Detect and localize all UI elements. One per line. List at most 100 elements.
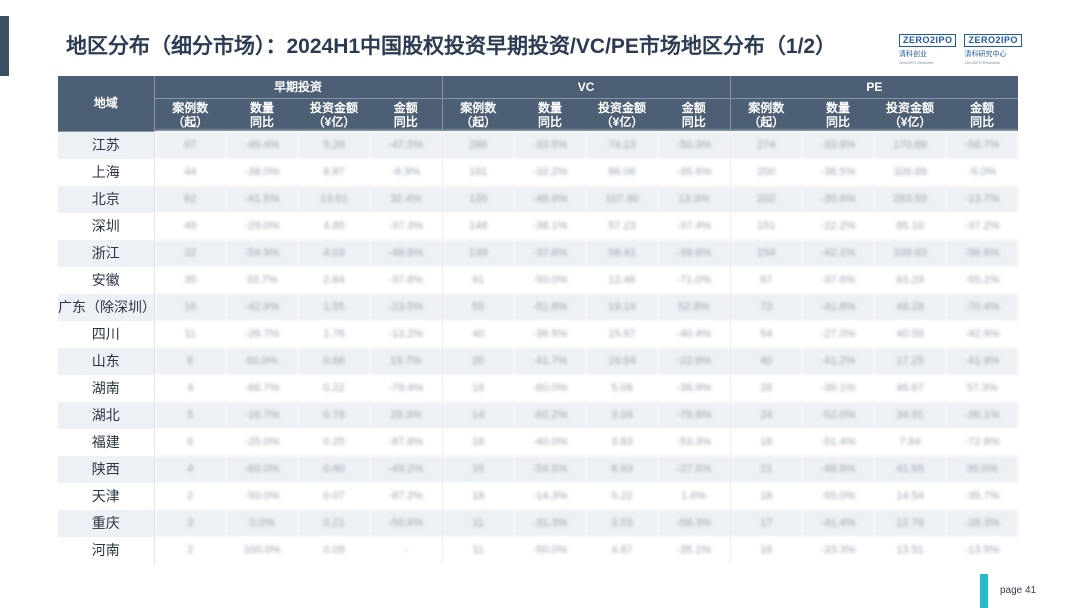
value-cell: -35.1% <box>658 536 731 564</box>
value-cell: 2.84 <box>298 266 370 294</box>
value-cell: -48.8% <box>370 239 443 267</box>
value-cell: -14.3% <box>514 482 587 510</box>
page-title: 地区分布（细分市场）：2024H1中国股权投资早期投资/VC/PE市场地区分布（… <box>66 35 837 58</box>
value-cell: 57.23 <box>586 212 659 240</box>
value-cell: 3.24 <box>586 401 659 429</box>
value-cell: 148 <box>441 212 515 240</box>
value-cell: 13.51 <box>874 536 947 564</box>
header-group-pe: PE <box>729 76 1019 99</box>
value-cell: -60.0% <box>226 455 298 483</box>
value-cell: 109.83 <box>874 239 947 267</box>
sub-header-cell: 案例数 （起） <box>441 98 515 131</box>
value-cell: 15 <box>441 455 515 483</box>
value-cell: -50.0% <box>514 536 587 564</box>
table-row: 北京 62 -41.5% 13.61 32.4% 135 -48.9% 107.90 13.3%… <box>58 185 1019 213</box>
sub-header-cell: 案例数 （起） <box>729 98 803 131</box>
value-cell: -41.4% <box>802 509 875 537</box>
logo-en-text: Zero2IPO Research <box>964 60 1001 65</box>
value-cell: 74.13 <box>586 131 659 159</box>
value-cell: 35 <box>441 347 515 375</box>
value-cell: 0.78 <box>298 401 370 429</box>
value-cell: -30.6% <box>802 185 875 213</box>
value-cell: 0.66 <box>298 347 370 375</box>
value-cell: 0.22 <box>298 374 370 402</box>
value-cell: 46.67 <box>874 374 947 402</box>
value-cell: -41.9% <box>946 347 1019 375</box>
value-cell: 283.55 <box>874 185 947 213</box>
logo-group: ZERO2IPO 清科创业 Zero2IPO Ventures ZERO2IPO… <box>898 34 1022 65</box>
value-cell: 3.83 <box>586 428 659 456</box>
table-row: 山东 8 60.0% 0.66 19.7% 35 -41.7% 16.64 -22.8% 40 -4… <box>58 347 1019 375</box>
value-cell: 16 <box>729 536 803 564</box>
value-cell: 181 <box>441 158 515 186</box>
value-cell: 1.55 <box>298 293 370 321</box>
value-cell: -50.3% <box>658 131 731 159</box>
value-cell: -39.6% <box>658 239 731 267</box>
value-cell: -51.4% <box>802 428 875 456</box>
value-cell: 16 <box>441 374 515 402</box>
logo-cn-text: 清科创业 <box>898 51 927 58</box>
value-cell: -46.4% <box>226 131 298 159</box>
value-cell: 5.09 <box>586 374 659 402</box>
value-cell: -36.9% <box>658 374 731 402</box>
value-cell: 0.25 <box>298 428 370 456</box>
page-number-accent <box>980 574 988 608</box>
value-cell: 62 <box>153 185 226 213</box>
value-cell: 86.06 <box>586 158 659 186</box>
value-cell: -37.6% <box>514 239 587 267</box>
region-cell: 湖南 <box>58 374 154 402</box>
value-cell: 4.87 <box>586 536 659 564</box>
value-cell: 49 <box>153 212 226 240</box>
value-cell: -48.8% <box>802 455 875 483</box>
value-cell: 11 <box>441 509 515 537</box>
value-cell: 16.64 <box>586 347 659 375</box>
value-cell: -42.9% <box>226 293 298 321</box>
value-cell: 21 <box>729 455 803 483</box>
table-row: 安徽 35 33.7% 2.84 -37.8% 61 -50.0% 12.46 -71.0% 67… <box>58 266 1019 294</box>
value-cell: 57.3% <box>946 374 1019 402</box>
value-cell: -33.5% <box>514 131 587 159</box>
value-cell: 170.89 <box>874 131 947 159</box>
value-cell: -56.7% <box>946 131 1019 159</box>
value-cell: 61 <box>441 266 515 294</box>
region-cell: 上海 <box>58 158 154 186</box>
value-cell: 154 <box>729 239 803 267</box>
region-cell: 天津 <box>58 482 154 510</box>
value-cell: -31.3% <box>514 509 587 537</box>
value-cell: 0.0% <box>226 509 298 537</box>
value-cell: -13.5% <box>946 536 1019 564</box>
table-row: 陕西 4 -60.0% 0.60 -49.2% 15 -54.5% 8.93 -27.5% 21-… <box>58 455 1019 483</box>
value-cell: 0.07 <box>298 482 370 510</box>
sub-header-cell: 金额 同比 <box>658 98 731 131</box>
value-cell: -36.5% <box>802 158 875 186</box>
value-cell: 326.89 <box>874 158 947 186</box>
value-cell: -22.8% <box>658 347 731 375</box>
value-cell: 18 <box>441 482 515 510</box>
value-cell: 8.87 <box>298 158 370 186</box>
value-cell: -32.2% <box>514 158 587 186</box>
value-cell: 32 <box>153 239 226 267</box>
sub-header-cell: 数量 同比 <box>226 98 298 131</box>
table-row: 江苏 67 -46.4% 5.26 -47.5% 286 -33.5% 74.13 -50.3%… <box>58 131 1019 159</box>
value-cell: 7.84 <box>874 428 947 456</box>
header-group-early: 早期投资 <box>153 76 443 99</box>
value-cell: -47.5% <box>370 131 443 159</box>
value-cell: 4 <box>153 455 226 483</box>
value-cell: 40 <box>729 347 803 375</box>
value-cell: -62.2% <box>514 401 587 429</box>
value-cell: 8 <box>153 347 226 375</box>
value-cell: -41.2% <box>802 347 875 375</box>
value-cell: 19.7% <box>370 347 443 375</box>
value-cell: 139 <box>441 239 515 267</box>
value-cell: -50.6% <box>370 509 443 537</box>
value-cell: -27.5% <box>658 455 731 483</box>
value-cell: -26.7% <box>226 320 298 348</box>
sub-header-cell: 投资金额 （¥亿） <box>874 98 947 131</box>
value-cell: 32.4% <box>370 185 443 213</box>
value-cell: 12.46 <box>586 266 659 294</box>
value-cell: -13.7% <box>946 185 1019 213</box>
value-cell: -23.5% <box>370 293 443 321</box>
value-cell: 52.8% <box>658 293 731 321</box>
value-cell: -38.0% <box>226 158 298 186</box>
value-cell: 24 <box>729 401 803 429</box>
